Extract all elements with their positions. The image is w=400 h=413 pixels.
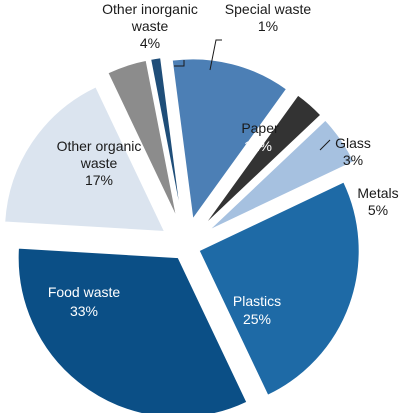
label-organic-line2: waste [80, 155, 118, 171]
label-metals: Metals [357, 185, 398, 201]
label-plastics: Plastics [233, 293, 281, 309]
label-special: Special waste [225, 1, 312, 17]
label-paper: Paper [241, 120, 279, 136]
pie-slice-special-waste [150, 57, 182, 217]
pie-slice-glass [204, 94, 322, 226]
label-inorganic-value: 4% [140, 35, 160, 51]
pie-slice-other-organic-waste [4, 86, 166, 233]
label-organic-line1: Other organic [57, 138, 142, 154]
label-glass: Glass [335, 135, 371, 151]
label-metals-value: 5% [368, 202, 388, 218]
leader-line-glass [319, 139, 331, 151]
label-organic-value: 17% [85, 172, 113, 188]
leader-line-special [209, 39, 222, 71]
pie-slice-other-inorganic-waste [107, 59, 178, 218]
label-inorganic-line1: Other inorganic [102, 1, 198, 17]
pie-slice-food-waste [17, 247, 248, 413]
pie-slice-metals [208, 119, 355, 231]
leader-line-inorganic [174, 60, 185, 67]
pie-slices [4, 57, 360, 413]
label-inorganic-line2: waste [131, 18, 169, 34]
pie-slice-plastics [198, 181, 360, 396]
pie-slice-paper [171, 58, 288, 221]
label-plastics-value: 25% [243, 311, 271, 327]
label-special-value: 1% [258, 18, 278, 34]
label-food-value: 33% [70, 303, 98, 319]
label-food: Food waste [48, 284, 121, 300]
label-glass-value: 3% [343, 152, 363, 168]
label-paper-value: 12% [244, 138, 272, 154]
